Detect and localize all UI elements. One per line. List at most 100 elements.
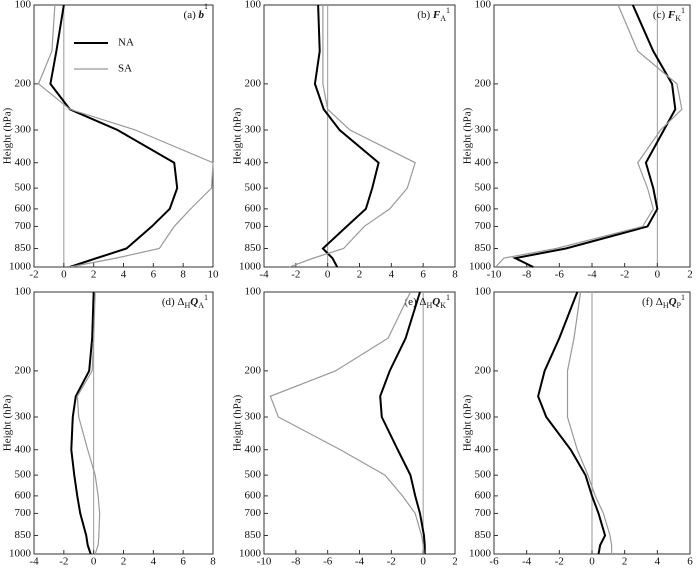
profile-line	[566, 291, 613, 554]
x-tick-label: -2	[555, 556, 564, 568]
panel: 100 200 300 400 500 600 700 850 1000-10 -8 -6 -4 -2 0…	[462, 0, 693, 281]
x-tick-label: -6	[555, 269, 565, 281]
y-tick-label: 700	[475, 220, 492, 232]
y-tick-label: 200	[15, 77, 32, 89]
title-part: F	[432, 9, 441, 21]
x-tick-label: -2	[29, 269, 38, 281]
y-tick-label: 400	[15, 156, 32, 168]
panel: 100 200 300 400 500 600 700 850 1000-6 -4 -2 0 2 4 6 He…	[462, 286, 694, 568]
panel: 100 200 300 400 500 600 700 850 1000-4 -2 0 2 4 6 8 Hei…	[2, 286, 217, 568]
y-tick-label: 400	[245, 443, 262, 455]
panel: 100 200 300 400 500 600 700 850 1000-2 0 2 4 6 8 10 Hei…	[2, 0, 219, 281]
y-tick-label: 200	[245, 364, 262, 376]
x-tick-label: -4	[587, 269, 597, 281]
title-part: (f) Δ	[642, 296, 663, 308]
profile-line	[537, 291, 607, 555]
legend-label: NA	[118, 37, 134, 49]
title-part: 1	[204, 293, 208, 302]
x-tick-label: -2	[59, 556, 68, 568]
x-tick-label: -8	[291, 556, 301, 568]
y-tick-label: 400	[475, 156, 492, 168]
x-tick-label: 0	[91, 556, 97, 568]
x-tick-label: -2	[387, 556, 396, 568]
panel-title: (b) FA1	[417, 6, 450, 23]
y-tick-label: 100	[15, 286, 32, 298]
y-tick-label: 500	[15, 182, 32, 194]
y-tick-label: 700	[475, 507, 492, 519]
title-part: H	[426, 301, 432, 310]
x-tick-label: 6	[687, 556, 693, 568]
panel: 100 200 300 400 500 600 700 850 1000-10 -8 -6 -4 -2 0…	[232, 286, 458, 568]
y-tick-label: 300	[475, 124, 492, 136]
panel: 100 200 300 400 500 600 700 850 1000-4 -2 0 2 4 6 8 Hei…	[232, 0, 459, 281]
y-axis-label: Height (hPa)	[232, 394, 244, 451]
title-part: A	[440, 14, 446, 23]
plot-frame	[33, 291, 214, 555]
panel-title: (f) ΔHQP1	[642, 293, 685, 310]
x-tick-label: 4	[655, 556, 661, 568]
profile-line	[49, 4, 179, 268]
title-part: 1	[681, 6, 685, 15]
y-tick-label: 600	[15, 489, 32, 501]
y-tick-label: 850	[475, 242, 492, 254]
title-part: Q	[190, 296, 198, 308]
y-tick-label: 400	[15, 443, 32, 455]
y-tick-label: 600	[475, 489, 492, 501]
profile-line	[76, 291, 101, 555]
y-tick-label: 700	[15, 507, 32, 519]
y-tick-label: 600	[245, 202, 262, 214]
x-tick-label: 0	[325, 269, 331, 281]
y-tick-label: 600	[245, 489, 262, 501]
x-tick-label: 2	[452, 556, 458, 568]
title-part: (b)	[417, 9, 433, 21]
x-tick-label: -8	[522, 269, 532, 281]
y-tick-label: 300	[245, 124, 262, 136]
y-tick-label: 700	[245, 507, 262, 519]
profile-line	[495, 4, 683, 268]
plot-frame	[263, 4, 456, 268]
x-tick-label: -2	[291, 269, 300, 281]
title-part: A	[198, 301, 204, 310]
x-tick-label: 0	[420, 556, 426, 568]
panel-title: (e) ΔHQK1	[404, 293, 450, 310]
y-tick-label: 200	[475, 364, 492, 376]
x-tick-label: 2	[357, 269, 363, 281]
x-tick-label: 0	[589, 556, 595, 568]
y-tick-label: 100	[245, 286, 262, 298]
x-tick-label: -4	[522, 556, 532, 568]
y-tick-label: 1000	[469, 261, 492, 273]
y-tick-label: 1000	[9, 261, 32, 273]
profile-line	[70, 291, 95, 555]
y-tick-label: 850	[245, 529, 262, 541]
title-part: Q	[432, 296, 440, 308]
panel-title: (d) ΔHQA1	[162, 293, 208, 310]
y-tick-label: 600	[15, 202, 32, 214]
y-tick-label: 400	[475, 443, 492, 455]
y-tick-label: 700	[15, 220, 32, 232]
y-tick-label: 300	[475, 411, 492, 423]
title-part: 1	[681, 293, 685, 302]
title-part: (c)	[653, 9, 668, 21]
y-tick-label: 600	[475, 202, 492, 214]
title-part: Q	[669, 296, 677, 308]
x-tick-label: 0	[61, 269, 67, 281]
y-tick-label: 850	[475, 529, 492, 541]
profile-line	[512, 4, 677, 268]
x-tick-label: 4	[389, 269, 395, 281]
plot-frame	[263, 291, 456, 555]
y-tick-label: 850	[15, 242, 32, 254]
y-tick-label: 700	[245, 220, 262, 232]
title-part: H	[184, 301, 190, 310]
y-tick-label: 850	[15, 529, 32, 541]
title-part: (a)	[184, 9, 199, 21]
y-tick-label: 1000	[239, 548, 262, 560]
title-part: P	[677, 301, 682, 310]
x-tick-label: -2	[620, 269, 629, 281]
profile-line	[289, 5, 416, 268]
y-axis-label: Height (hPa)	[462, 394, 474, 451]
x-tick-label: 6	[180, 556, 186, 568]
x-tick-label: 4	[121, 269, 127, 281]
y-tick-label: 100	[245, 0, 262, 11]
x-tick-label: -4	[29, 556, 39, 568]
